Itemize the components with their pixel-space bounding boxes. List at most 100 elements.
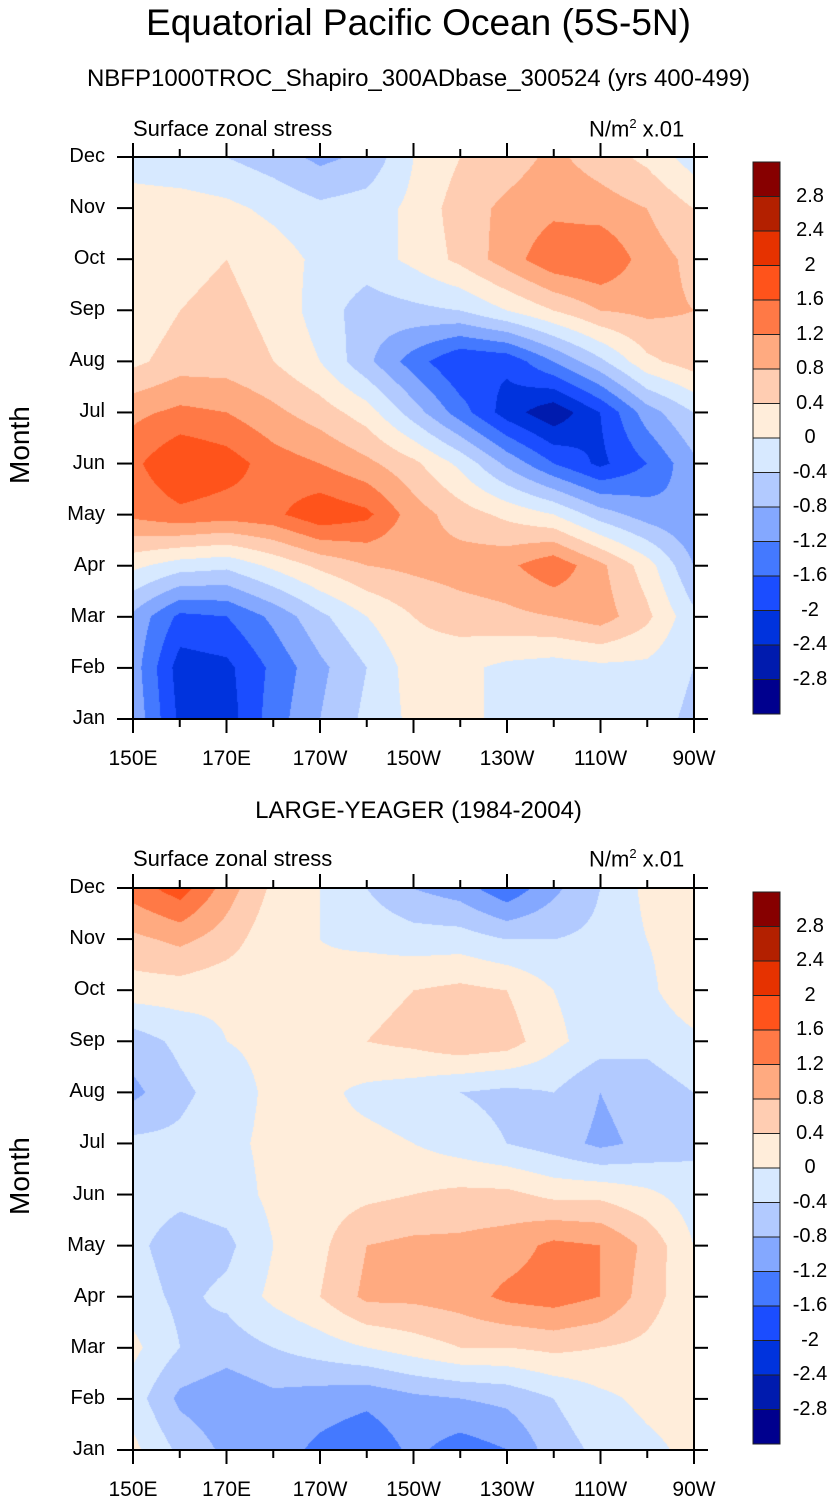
colorbar-label: -2.8: [792, 667, 828, 690]
colorbar-label: 0.4: [796, 391, 824, 414]
colorbar-bin: [752, 1340, 781, 1376]
y-tick-label: Mar: [70, 1335, 105, 1358]
y-tick-label: Oct: [73, 247, 105, 270]
colorbar-bin: [752, 1236, 781, 1272]
panel-2-units: N/m2 x.01: [589, 846, 685, 872]
colorbar-label: -1.2: [792, 529, 828, 552]
x-tick-label: 130W: [479, 1478, 535, 1501]
y-tick-label: Aug: [69, 1080, 105, 1103]
panel-2-contour-field: [133, 888, 694, 1450]
colorbar-bin: [752, 437, 781, 473]
y-tick-label: Nov: [69, 927, 105, 950]
colorbar-bin: [752, 541, 781, 577]
y-tick-label: Jan: [72, 1438, 105, 1460]
y-tick-label: Jun: [72, 1182, 105, 1205]
x-tick-label: 170W: [292, 747, 348, 770]
colorbar-bin: [752, 472, 781, 508]
colorbar-label: 0: [804, 426, 816, 448]
colorbar-label: 2.8: [796, 914, 824, 937]
colorbar-bin: [752, 1409, 781, 1445]
colorbar-bin: [752, 1167, 781, 1203]
x-tick-label: 170E: [201, 1478, 252, 1501]
y-tick-label: Feb: [70, 655, 105, 678]
y-tick-label: Dec: [69, 876, 105, 898]
y-tick-label: Jul: [79, 400, 105, 423]
colorbar-bin: [752, 506, 781, 542]
y-tick-label: Sep: [69, 298, 105, 321]
y-tick-label: Dec: [69, 145, 105, 167]
colorbar-label: 0.8: [796, 357, 824, 379]
panel-2-title: LARGE-YEAGER (1984-2004): [255, 797, 582, 824]
colorbar-label: -2.8: [792, 1397, 828, 1420]
panel-1-contour-field: [133, 157, 694, 719]
y-tick-label: May: [67, 502, 105, 525]
colorbar-bin: [752, 403, 781, 439]
colorbar-bin: [752, 1064, 781, 1100]
y-tick-label: Aug: [69, 349, 105, 372]
colorbar-bin: [752, 265, 781, 301]
y-tick-label: Mar: [70, 604, 105, 627]
colorbar-label: -0.8: [792, 1225, 828, 1247]
colorbar-label: 2: [804, 253, 816, 276]
x-tick-label: 90W: [672, 1478, 716, 1501]
x-tick-label: 130W: [479, 747, 535, 770]
colorbar-bin: [752, 299, 781, 335]
colorbar-bin: [752, 679, 781, 715]
colorbar-bin: [752, 161, 781, 197]
colorbar-bin: [752, 575, 781, 611]
colorbar-label: 2.4: [796, 219, 824, 241]
colorbar-label: -2.4: [792, 633, 828, 655]
y-tick-label: Jan: [72, 707, 105, 729]
x-tick-label: 150W: [386, 747, 441, 770]
colorbar-bin: [752, 368, 781, 404]
y-tick-label: Jul: [79, 1131, 105, 1154]
colorbar-bin: [752, 995, 781, 1031]
colorbar-bin: [752, 644, 781, 680]
colorbar-label: -2: [801, 1328, 819, 1351]
colorbar-bin: [752, 926, 781, 962]
panel-2-plot-frame: [132, 887, 695, 1451]
x-tick-label: 150E: [108, 1478, 158, 1501]
colorbar-bin: [752, 1133, 781, 1169]
panel-2-left-string: Surface zonal stress: [133, 846, 333, 871]
colorbar-label: 2: [804, 983, 816, 1006]
colorbar-label: -0.4: [792, 1190, 828, 1213]
colorbar-bin: [752, 1202, 781, 1238]
x-tick-label: 110W: [573, 1478, 628, 1501]
colorbar-label: 2.4: [796, 949, 824, 971]
panel-1-plot-frame: [132, 156, 695, 720]
x-tick-label: 150W: [386, 1478, 441, 1501]
main-title: Equatorial Pacific Ocean (5S-5N): [146, 2, 691, 43]
colorbar-bin: [752, 891, 781, 927]
y-tick-label: Sep: [69, 1029, 105, 1052]
colorbar-bin: [752, 1374, 781, 1410]
colorbar-bin: [752, 334, 781, 370]
colorbar-bin: [752, 610, 781, 646]
colorbar-label: 1.6: [796, 288, 824, 310]
x-tick-label: 150E: [108, 747, 158, 770]
colorbar-bin: [752, 230, 781, 266]
colorbar-label: -2.4: [792, 1363, 828, 1385]
colorbar-label: 0.8: [796, 1087, 824, 1109]
colorbar-bin: [752, 196, 781, 232]
colorbar-label: -0.4: [792, 460, 828, 483]
y-tick-label: May: [67, 1233, 105, 1256]
colorbar-label: 1.2: [796, 1052, 824, 1075]
colorbar-label: 2.8: [796, 184, 824, 207]
x-tick-label: 90W: [672, 747, 716, 770]
colorbar-label: -1.6: [792, 564, 828, 586]
x-tick-label: 110W: [573, 747, 628, 770]
x-tick-label: 170E: [201, 747, 252, 770]
colorbar-label: 0.4: [796, 1121, 824, 1144]
y-tick-label: Feb: [70, 1386, 105, 1409]
colorbar-bin: [752, 960, 781, 996]
colorbar-bin: [752, 1271, 781, 1307]
panel-1-title: NBFP1000TROC_Shapiro_300ADbase_300524 (y…: [86, 65, 751, 92]
colorbar-bin: [752, 1098, 781, 1134]
y-tick-label: Oct: [73, 978, 105, 1001]
y-tick-label: Apr: [73, 1284, 105, 1307]
colorbar-bin: [752, 1305, 781, 1341]
colorbar-label: 0: [804, 1156, 816, 1178]
colorbar-label: 1.2: [796, 322, 824, 345]
